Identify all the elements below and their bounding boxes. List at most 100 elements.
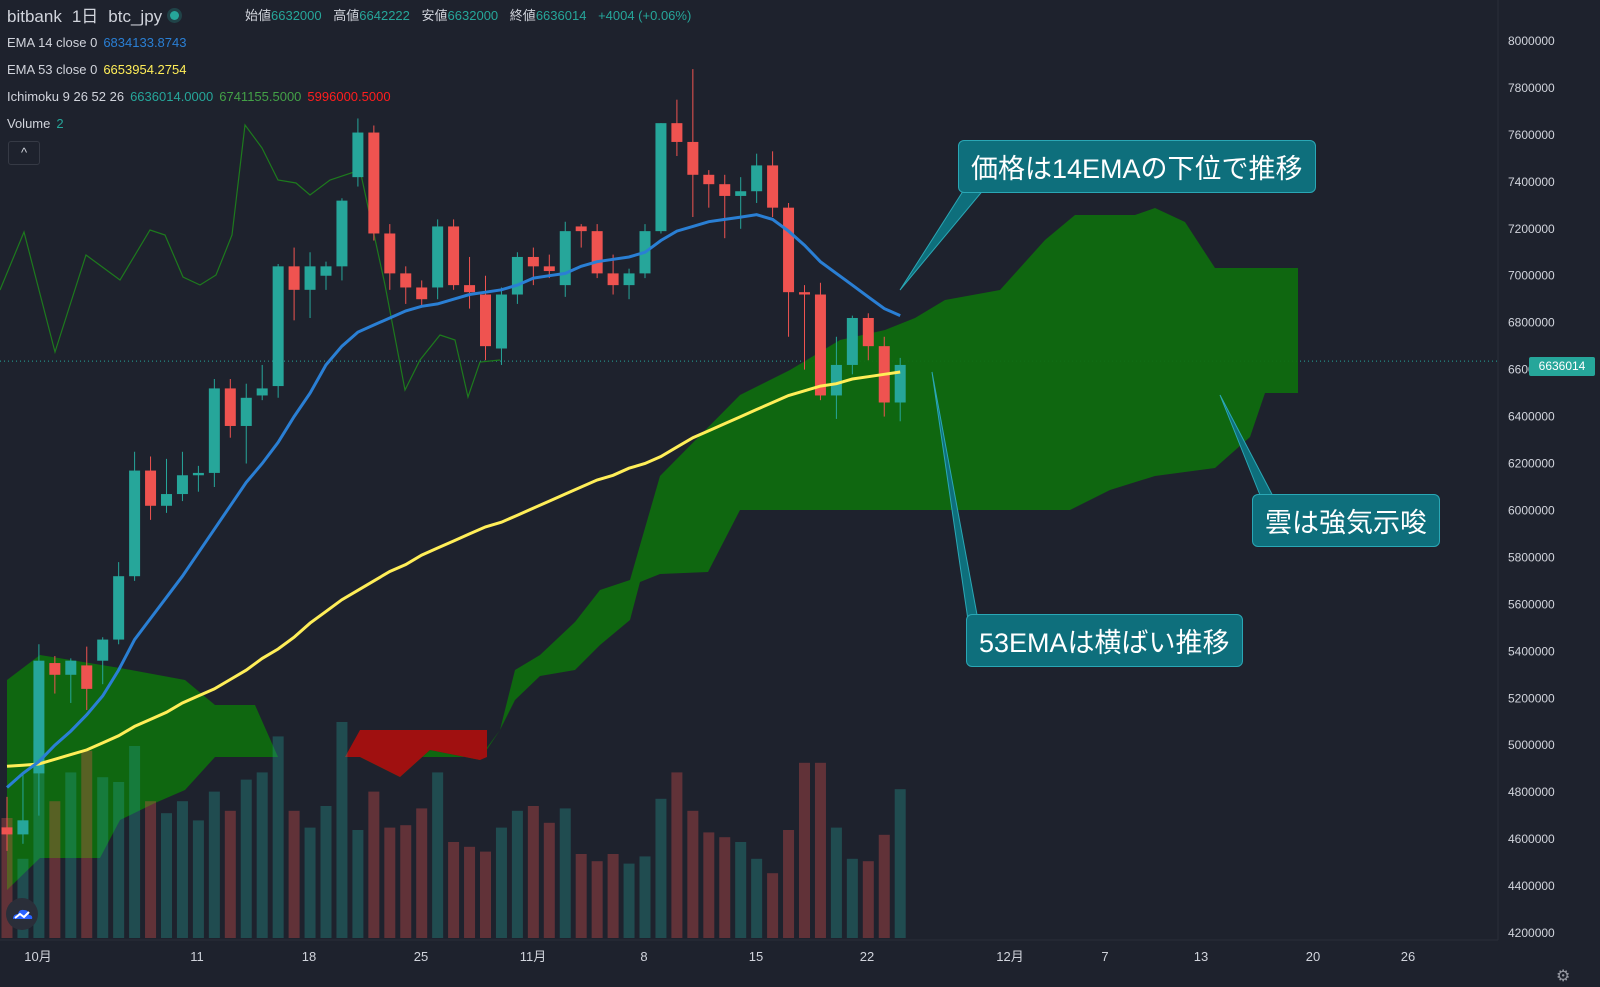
candlestick-series (1, 69, 906, 851)
legend-ichimoku-conversion: 6636014.0000 (130, 89, 214, 104)
ichimoku-cloud (7, 208, 1298, 890)
volume-bar (767, 873, 779, 938)
candle-body (1, 827, 13, 835)
collapse-legend-button[interactable]: ^ (8, 141, 40, 165)
candle-body (240, 397, 252, 426)
legend-ichimoku-base: 6741155.5000 (219, 89, 302, 104)
volume-bar (591, 861, 603, 938)
candle (655, 123, 667, 234)
candle-body (288, 266, 300, 290)
candle (735, 177, 747, 229)
candle-body (65, 660, 77, 675)
candle (208, 379, 220, 487)
volume-bar (145, 801, 157, 938)
price-tick-label: 8000000 (1508, 34, 1555, 48)
candle-body (304, 266, 316, 290)
candle (304, 252, 316, 318)
ichimoku-lagging-span (0, 123, 501, 400)
candle-body (464, 285, 476, 293)
current-price-tag: 6636014 (1529, 357, 1595, 376)
candle (862, 313, 874, 361)
volume-bar (814, 762, 826, 938)
volume-bar (575, 854, 587, 938)
ema53-line (6, 370, 901, 768)
volume-bar (81, 750, 93, 938)
volume-bar (176, 801, 188, 938)
candle (464, 256, 476, 309)
volume-bar (97, 777, 109, 938)
price-tick-label: 7400000 (1508, 175, 1555, 189)
volume-bar (416, 808, 428, 938)
volume-bars (1, 722, 906, 938)
legend-ichimoku[interactable]: Ichimoku 9 26 52 26 6636014.0000 6741155.5… (7, 89, 397, 104)
price-tick-label: 4600000 (1508, 832, 1555, 846)
candle-body (607, 273, 619, 286)
time-tick-label: 12月 (996, 949, 1023, 964)
volume-bar (49, 801, 61, 938)
candle (49, 656, 61, 694)
volume-bar (623, 863, 635, 938)
volume-bar (129, 746, 141, 938)
candle (830, 336, 842, 419)
legend-volume[interactable]: Volume 2 (7, 116, 70, 131)
time-axis: 10月 11 18 25 11月 8 15 22 12月 7 13 20 26 (0, 939, 1498, 964)
legend-ichimoku-span: 5996000.5000 (307, 89, 391, 104)
candle-body (336, 200, 348, 267)
low-label: 安値 (421, 8, 448, 23)
candle (384, 224, 396, 290)
volume-bar (559, 808, 571, 938)
candle (751, 153, 763, 203)
volume-bar (336, 722, 348, 938)
symbol-header[interactable]: bitbank 1日 btc_jpy (7, 2, 193, 27)
volume-bar (384, 827, 396, 938)
volume-bar (671, 772, 683, 938)
legend-ema14[interactable]: EMA 14 close 0 6834133.8743 (7, 35, 192, 50)
candle (783, 202, 795, 337)
candle (432, 219, 444, 300)
price-tick-label: 4800000 (1508, 785, 1555, 799)
volume-bar (830, 827, 842, 938)
candle-body (846, 317, 858, 365)
lagging-span-line (0, 123, 501, 400)
volume-bar (878, 834, 890, 938)
price-axis-bg (1498, 0, 1600, 987)
candle-body (894, 364, 906, 403)
time-tick-label: 25 (414, 949, 428, 964)
candle (272, 264, 284, 398)
settings-gear-icon[interactable]: ⚙ (1556, 968, 1571, 985)
candle (559, 221, 571, 297)
legend-ema53[interactable]: EMA 53 close 0 6653954.2754 (7, 62, 192, 77)
price-tick-label: 7200000 (1508, 222, 1555, 236)
candle-body (543, 266, 555, 272)
tradingview-logo-icon[interactable] (6, 898, 38, 930)
candle-body (161, 494, 172, 506)
candle (176, 451, 188, 502)
legend-ema53-name: EMA 53 close 0 (7, 62, 98, 77)
volume-bar (511, 810, 523, 938)
candle (81, 646, 93, 710)
candle (336, 198, 348, 281)
candle-body (320, 266, 332, 276)
legend-ema14-name: EMA 14 close 0 (7, 35, 98, 50)
volume-bar (352, 830, 364, 938)
candle-body (495, 294, 507, 349)
price-tick-label: 5200000 (1508, 691, 1555, 705)
legend-volume-value: 2 (56, 116, 64, 131)
candle (129, 451, 141, 581)
price-tick-label: 7600000 (1508, 128, 1555, 142)
candle (814, 282, 826, 401)
interval-label[interactable]: 1日 (71, 7, 99, 26)
time-tick-label: 15 (749, 949, 763, 964)
candle-body (814, 294, 826, 396)
candle-body (33, 660, 45, 774)
volume-bar (304, 827, 316, 938)
legend-ema53-value: 6653954.2754 (103, 62, 187, 77)
time-tick-label: 18 (302, 949, 316, 964)
candle (368, 125, 380, 241)
volume-bar (480, 851, 491, 938)
candle-body (575, 226, 587, 232)
open-value: 6632000 (271, 8, 322, 23)
price-axis: 8000000 7800000 7600000 7400000 7200000 70000… (1497, 0, 1600, 987)
volume-bar (288, 810, 300, 938)
